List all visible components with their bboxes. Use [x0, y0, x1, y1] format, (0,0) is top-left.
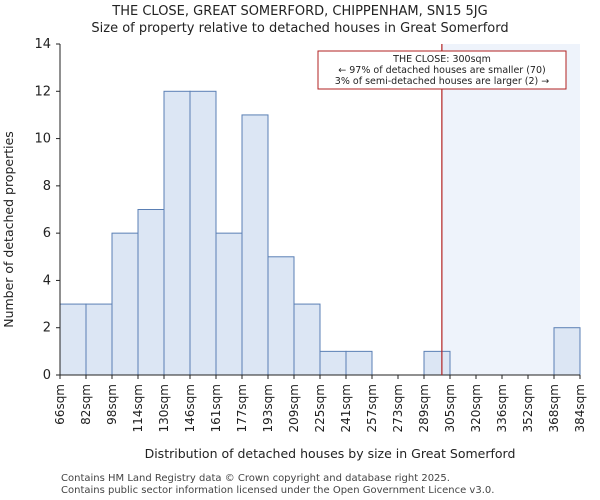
x-tick-label: 289sqm — [417, 384, 431, 432]
x-tick-label: 241sqm — [339, 384, 353, 432]
x-tick-label: 225sqm — [313, 384, 327, 432]
x-tick-label: 209sqm — [287, 384, 301, 432]
x-tick-label: 257sqm — [365, 384, 379, 432]
y-tick-label: 10 — [34, 132, 51, 147]
footer-copyright: Contains HM Land Registry data © Crown c… — [61, 473, 450, 484]
x-tick-label: 368sqm — [547, 384, 561, 432]
bar — [293, 303, 321, 376]
x-tick-label: 352sqm — [521, 384, 535, 432]
y-tick-label: 12 — [34, 84, 51, 99]
larger-region-shade — [441, 44, 580, 375]
annotation-box — [317, 50, 567, 90]
y-axis-title: Number of detached properties — [1, 131, 16, 328]
x-axis-title: Distribution of detached houses by size … — [145, 446, 516, 461]
x-tick-label: 66sqm — [53, 384, 67, 425]
bar — [163, 90, 191, 376]
bar — [553, 327, 581, 376]
y-tick-label: 14 — [34, 37, 51, 52]
footer-licence: Contains public sector information licen… — [61, 485, 495, 496]
bar — [267, 256, 295, 376]
bar — [189, 90, 217, 376]
chart-title: THE CLOSE, GREAT SOMERFORD, CHIPPENHAM, … — [112, 4, 488, 19]
annotation-line-title: THE CLOSE: 300sqm — [392, 54, 491, 65]
y-tick-label: 8 — [43, 179, 51, 194]
x-tick-label: 98sqm — [105, 384, 119, 425]
annotation-line-smaller: ← 97% of detached houses are smaller (70… — [338, 65, 545, 76]
x-tick-label: 130sqm — [157, 384, 171, 432]
x-tick-label: 161sqm — [209, 384, 223, 432]
x-tick-label: 384sqm — [573, 384, 587, 432]
bar — [137, 209, 165, 376]
bar — [111, 232, 139, 376]
x-tick-label: 305sqm — [443, 384, 457, 432]
bar — [319, 350, 347, 376]
bar — [241, 114, 269, 376]
x-tick-label: 193sqm — [261, 384, 275, 432]
y-tick-label: 0 — [43, 368, 51, 383]
bar — [59, 303, 87, 376]
x-tick-label: 82sqm — [79, 384, 93, 425]
bar — [85, 303, 113, 376]
x-tick-label: 320sqm — [469, 384, 483, 432]
chart-subtitle: Size of property relative to detached ho… — [91, 21, 509, 36]
bar — [215, 232, 243, 376]
y-tick-label: 6 — [43, 226, 51, 241]
x-tick-label: 177sqm — [235, 384, 249, 432]
y-tick-label: 2 — [43, 321, 51, 336]
annotation-line-larger: 3% of semi-detached houses are larger (2… — [335, 76, 549, 87]
bar — [423, 350, 451, 376]
x-tick-label: 114sqm — [131, 384, 145, 432]
bar — [345, 350, 373, 376]
x-tick-label: 336sqm — [495, 384, 509, 432]
y-tick-label: 4 — [43, 273, 51, 288]
x-tick-label: 146sqm — [183, 384, 197, 432]
x-tick-label: 273sqm — [391, 384, 405, 432]
